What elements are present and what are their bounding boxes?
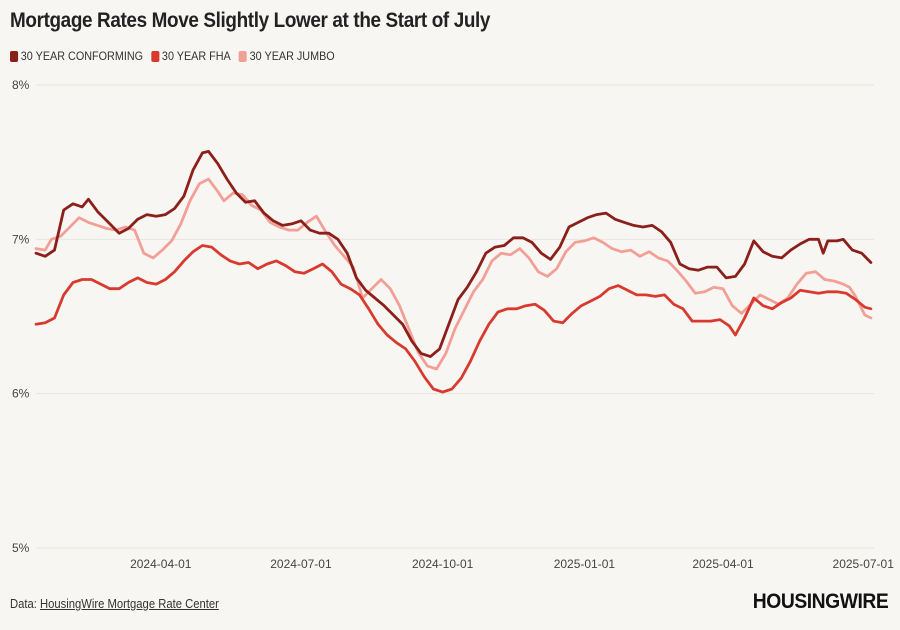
legend: 30 YEAR CONFORMING 30 YEAR FHA 30 YEAR J… — [10, 49, 343, 63]
legend-label-jumbo: 30 YEAR JUMBO — [249, 49, 335, 63]
series-line-fha — [34, 244, 873, 394]
series-line-conforming — [34, 150, 873, 358]
line-chart: 5%6%7%8% 2024-04-01 2024-07-01 2024-10-01 2… — [12, 78, 894, 571]
housingwire-logo: HOUSINGWIRE — [752, 590, 888, 613]
x-tick-label: 2024-04-01 — [130, 557, 192, 571]
x-tick-label: 2025-04-01 — [692, 557, 754, 571]
y-tick-label: 7% — [12, 232, 30, 246]
x-tick-label: 2024-07-01 — [270, 557, 332, 571]
chart-title: Mortgage Rates Move Slightly Lower at th… — [10, 9, 491, 32]
y-tick-label: 6% — [12, 387, 30, 401]
legend-label-fha: 30 YEAR FHA — [161, 49, 231, 63]
grid-layer — [36, 84, 874, 549]
legend-swatch-fha — [151, 50, 160, 62]
legend-item-fha: 30 YEAR FHA — [151, 49, 231, 63]
x-tick-label: 2024-10-01 — [412, 557, 474, 571]
legend-item-jumbo: 30 YEAR JUMBO — [238, 49, 335, 63]
x-axis: 2024-04-01 2024-07-01 2024-10-01 2025-01-01… — [130, 557, 894, 571]
data-source-link[interactable]: HousingWire Mortgage Rate Center — [40, 597, 219, 611]
legend-swatch-jumbo — [238, 50, 247, 62]
x-tick-label: 2025-07-01 — [833, 557, 895, 571]
series-line-jumbo — [34, 177, 873, 371]
series-layer — [34, 150, 873, 394]
data-source-prefix: Data: — [10, 597, 41, 611]
y-tick-label: 5% — [12, 541, 30, 555]
legend-item-conforming: 30 YEAR CONFORMING — [10, 49, 143, 63]
legend-label-conforming: 30 YEAR CONFORMING — [20, 49, 144, 63]
y-tick-label: 8% — [12, 78, 30, 92]
y-axis: 5% 6% 7% 8% — [12, 78, 30, 555]
x-tick-label: 2025-01-01 — [554, 557, 616, 571]
legend-swatch-conforming — [10, 50, 19, 62]
data-source: Data: HousingWire Mortgage Rate Center — [10, 597, 219, 611]
